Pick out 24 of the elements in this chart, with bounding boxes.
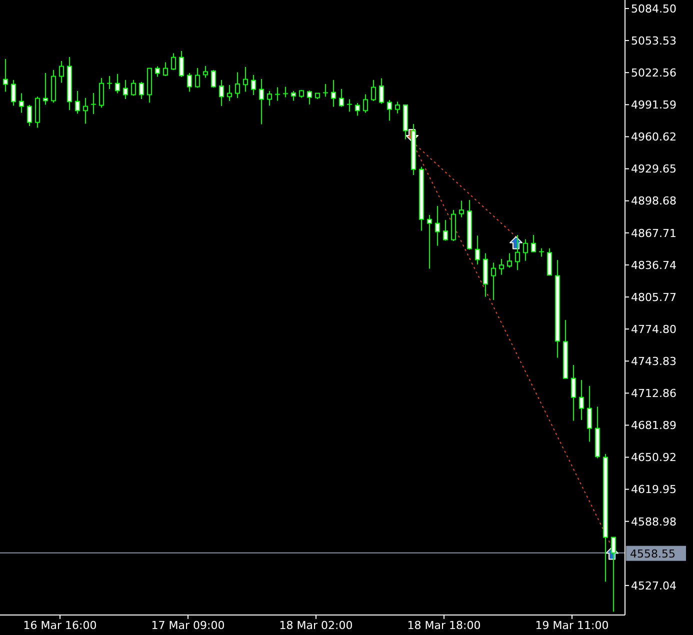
x-tick-label: 19 Mar 11:00 <box>535 618 609 632</box>
y-tick-label: 4619.95 <box>631 483 676 496</box>
y-tick-label: 4929.65 <box>631 162 676 176</box>
y-tick-label: 4774.80 <box>631 322 676 336</box>
y-tick-label: 4527.04 <box>631 579 676 592</box>
y-tick-label: 4681.89 <box>631 419 676 432</box>
y-tick-label: 5053.53 <box>631 34 676 48</box>
y-tick-label: 4991.59 <box>631 98 676 112</box>
x-tick-label: 18 Mar 02:00 <box>279 618 353 632</box>
y-tick-label: 4898.68 <box>631 194 676 208</box>
y-tick-label: 4743.83 <box>631 354 676 368</box>
x-tick-label: 16 Mar 16:00 <box>23 618 97 632</box>
y-tick-label: 4836.74 <box>631 258 676 272</box>
y-tick-label: 4867.71 <box>631 226 676 240</box>
y-tick-label: 4712.86 <box>631 387 676 400</box>
x-tick-label: 18 Mar 18:00 <box>407 618 481 632</box>
y-tick-label: 4960.62 <box>631 130 676 144</box>
y-tick-label: 4805.77 <box>631 290 676 304</box>
y-tick-label: 5084.50 <box>631 2 676 16</box>
y-tick-label: 4588.98 <box>631 515 676 528</box>
x-tick-label: 17 Mar 09:00 <box>151 618 225 632</box>
y-tick-label: 4650.92 <box>631 451 676 464</box>
y-tick-label: 5022.56 <box>631 66 676 80</box>
ref-line-label: 4558.55 <box>630 547 676 560</box>
